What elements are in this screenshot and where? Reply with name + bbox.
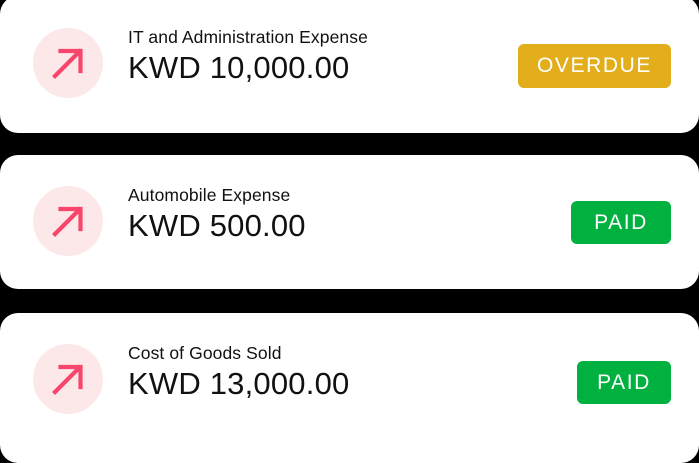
- transaction-text-block: IT and Administration Expense KWD 10,000…: [128, 26, 368, 87]
- transaction-card[interactable]: Cost of Goods Sold KWD 13,000.00 PAID: [0, 313, 699, 463]
- transaction-title: Automobile Expense: [128, 185, 291, 205]
- status-badge[interactable]: PAID: [571, 201, 671, 244]
- transaction-title: Cost of Goods Sold: [128, 343, 282, 363]
- transaction-card[interactable]: IT and Administration Expense KWD 10,000…: [0, 0, 699, 133]
- transaction-amount: KWD 10,000.00: [128, 50, 350, 85]
- transaction-card-content: Automobile Expense KWD 500.00 PAID: [0, 155, 699, 289]
- arrow-up-right-icon: [33, 28, 103, 98]
- status-badge[interactable]: PAID: [577, 361, 671, 404]
- transaction-text-block: Cost of Goods Sold KWD 13,000.00: [128, 342, 349, 403]
- transaction-card[interactable]: Automobile Expense KWD 500.00 PAID: [0, 155, 699, 289]
- transaction-amount: KWD 13,000.00: [128, 366, 350, 401]
- transaction-card-content: Cost of Goods Sold KWD 13,000.00 PAID: [0, 313, 699, 463]
- transaction-amount: KWD 500.00: [128, 208, 306, 243]
- status-badge[interactable]: OVERDUE: [518, 44, 671, 88]
- arrow-up-right-icon: [33, 186, 103, 256]
- arrow-up-right-icon: [33, 344, 103, 414]
- transaction-title: IT and Administration Expense: [128, 27, 368, 47]
- transaction-text-block: Automobile Expense KWD 500.00: [128, 184, 306, 245]
- transaction-card-content: IT and Administration Expense KWD 10,000…: [0, 0, 699, 133]
